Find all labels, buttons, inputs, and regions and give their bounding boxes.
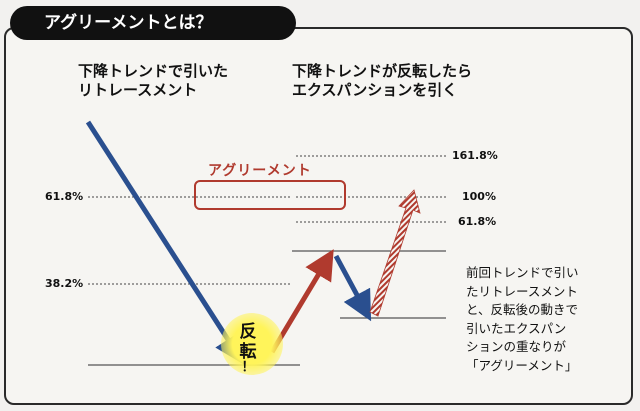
explanation-note: 前回トレンドで引い たリトレースメント と、反転後の動きで 引いたエクスパン シ… [466,264,626,375]
note-line: ションの重なりが [466,339,567,354]
right-caption-line1: 下降トレンドが反転したら [292,62,473,80]
title-tab: アグリーメントとは？ [10,6,296,40]
left-caption-line2: リトレースメント [78,81,198,99]
projection-arrow [369,189,421,317]
note-line: 引いたエクスパン [466,320,567,336]
note-line: と、反転後の動きで [466,302,579,317]
reversal-label: 反 転 ！ [239,322,257,375]
expansion-618-label: 61.8% [458,215,497,228]
note-line: 「アグリーメント」 [466,357,578,373]
expansion-1618-label: 161.8% [452,149,498,162]
agreement-label: アグリーメント [208,163,312,179]
note-line: たリトレースメント [466,283,578,299]
diagram-frame [4,27,633,405]
retrace-618-label: 61.8% [45,190,84,203]
reversal-highlight [221,313,283,375]
right-caption-line2: エクスパンションを引く [292,81,458,99]
retrace-382-label: 38.2% [45,277,84,290]
downtrend-arrow [85,120,245,365]
note-line: 前回トレンドで引い [466,265,579,280]
left-caption-line1: 下降トレンドで引いた [78,62,229,80]
agreement-box [194,180,346,210]
pullback-arrow [333,254,372,322]
expansion-100-label: 100% [462,190,496,203]
